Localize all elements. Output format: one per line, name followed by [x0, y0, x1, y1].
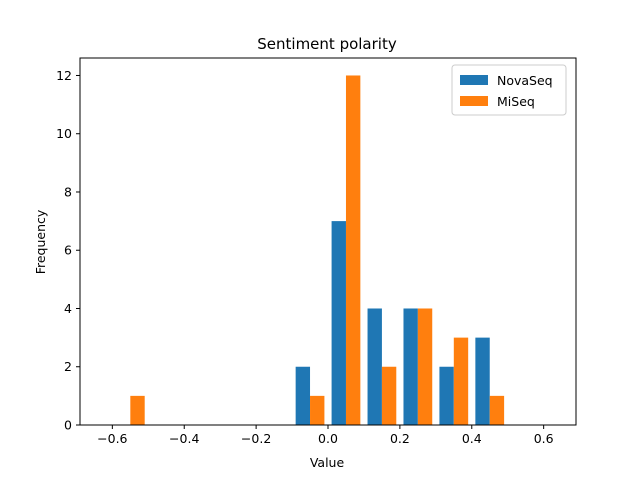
- bar-miseq-bin-9: [453, 337, 469, 425]
- bar-miseq-bin-0: [130, 395, 145, 425]
- y-tick-label: 4: [64, 301, 72, 316]
- bar-novaseq-bin-7: [367, 308, 382, 425]
- y-axis-ticks: 0 2 4 6 8 10 12: [56, 68, 80, 433]
- bar-miseq-bin-8: [417, 308, 433, 425]
- x-tick-label: 0.0: [318, 431, 338, 446]
- x-tick-label: 0.2: [390, 431, 410, 446]
- y-tick-label: 6: [64, 243, 72, 258]
- bar-novaseq-bin-9: [439, 366, 454, 425]
- x-tick-label: −0.6: [97, 431, 127, 446]
- bars-group: [130, 75, 505, 425]
- bar-miseq-bin-7: [381, 366, 397, 425]
- bar-miseq-bin-10: [489, 395, 505, 425]
- legend-swatch-novaseq: [460, 75, 488, 85]
- x-axis-ticks: −0.6 −0.4 −0.2 0.0 0.2 0.4 0.6: [97, 425, 554, 446]
- legend-label-novaseq: NovaSeq: [497, 73, 553, 88]
- bar-novaseq-bin-5: [295, 366, 311, 425]
- bar-novaseq-bin-8: [403, 308, 418, 425]
- y-tick-label: 10: [56, 126, 72, 141]
- legend-label-miseq: MiSeq: [497, 94, 535, 109]
- legend: NovaSeq MiSeq: [451, 64, 567, 116]
- x-tick-label: −0.2: [241, 431, 271, 446]
- x-tick-label: 0.4: [462, 431, 482, 446]
- bar-miseq-bin-6: [345, 75, 361, 425]
- legend-swatch-miseq: [460, 96, 488, 106]
- bar-novaseq-bin-6: [331, 221, 346, 425]
- y-tick-label: 12: [56, 68, 72, 83]
- y-axis-label: Frequency: [33, 209, 48, 274]
- y-tick-label: 2: [64, 359, 72, 374]
- bar-novaseq-bin-10: [475, 337, 490, 425]
- x-axis-label: Value: [310, 455, 345, 470]
- chart-title: Sentiment polarity: [257, 35, 397, 53]
- y-tick-label: 0: [64, 418, 72, 433]
- x-tick-label: −0.4: [169, 431, 199, 446]
- y-tick-label: 8: [64, 184, 72, 199]
- bar-miseq-bin-5: [310, 395, 325, 425]
- x-tick-label: 0.6: [534, 431, 554, 446]
